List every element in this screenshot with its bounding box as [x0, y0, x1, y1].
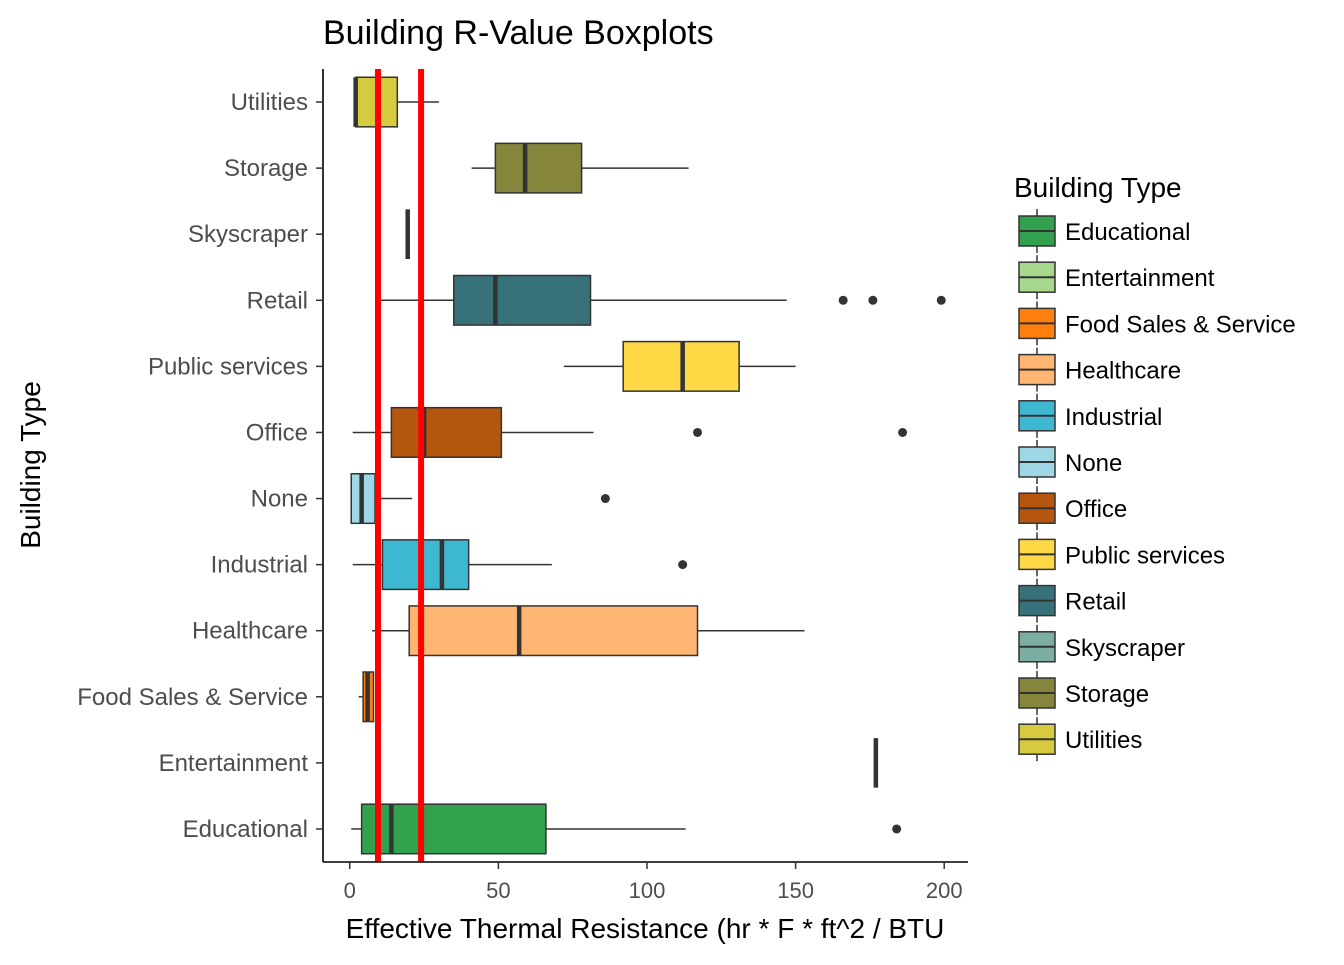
y-tick-label: Storage — [224, 155, 308, 182]
legend-item-storage: Storage — [1018, 671, 1149, 715]
legend-label: Skyscraper — [1065, 635, 1185, 662]
legend-label: Entertainment — [1065, 265, 1215, 292]
x-tick-label: 100 — [629, 878, 666, 903]
box-office — [352, 406, 908, 458]
legend-label: Food Sales & Service — [1065, 311, 1296, 338]
iqr-box — [390, 406, 503, 458]
y-tick-label: Public services — [148, 353, 308, 380]
x-tick-label: 150 — [777, 878, 814, 903]
x-axis-title: Effective Thermal Resistance (hr * F * f… — [346, 913, 945, 944]
y-tick-label: Healthcare — [192, 618, 308, 645]
outlier-point — [600, 494, 610, 504]
legend-item-educational: Educational — [1018, 209, 1190, 253]
y-tick-label: Educational — [183, 816, 308, 843]
iqr-box — [494, 142, 583, 194]
x-tick-label: 200 — [926, 878, 963, 903]
y-tick-label: Utilities — [231, 89, 308, 116]
box-none — [350, 473, 610, 525]
box-food-sales-service — [358, 671, 375, 723]
y-ticks-layer: Educational Entertainment Food Sales & Ser… — [77, 89, 323, 843]
outlier-point — [868, 295, 878, 305]
outlier-point — [892, 824, 902, 834]
boxes-layer — [350, 76, 946, 855]
legend-item-healthcare: Healthcare — [1018, 347, 1181, 392]
y-axis-title: Building Type — [15, 381, 46, 549]
legend-item-none: None — [1018, 440, 1122, 484]
legend: Building Type Educational Entertainment Fo… — [1014, 172, 1296, 762]
legend-item-utilities: Utilities — [1018, 717, 1142, 762]
legend-item-skyscraper: Skyscraper — [1018, 624, 1185, 669]
axes-layer — [322, 69, 968, 863]
legend-item-office: Office — [1018, 486, 1127, 531]
legend-item-industrial: Industrial — [1018, 393, 1162, 438]
box-industrial — [352, 539, 688, 591]
legend-label: Healthcare — [1065, 358, 1181, 385]
legend-label: Educational — [1065, 219, 1190, 246]
legend-label: Public services — [1065, 542, 1225, 569]
outlier-point — [678, 560, 688, 570]
legend-label: None — [1065, 450, 1122, 477]
legend-item-public-services: Public services — [1018, 532, 1225, 577]
box-storage — [471, 142, 689, 194]
outlier-point — [838, 295, 848, 305]
box-retail — [379, 274, 946, 326]
outlier-point — [693, 427, 703, 437]
legend-label: Industrial — [1065, 404, 1162, 431]
legend-item-food-sales-service: Food Sales & Service — [1018, 301, 1296, 346]
legend-label: Utilities — [1065, 727, 1142, 754]
y-tick-label: Office — [246, 419, 308, 446]
box-educational — [351, 803, 902, 855]
chart-title: Building R-Value Boxplots — [323, 14, 714, 52]
legend-label: Retail — [1065, 589, 1126, 616]
x-tick-label: 50 — [486, 878, 510, 903]
y-tick-label: Industrial — [211, 552, 308, 579]
y-tick-label: Skyscraper — [188, 221, 308, 248]
box-healthcare — [372, 605, 805, 657]
legend-label: Storage — [1065, 681, 1149, 708]
x-ticks-layer: 0 50 100 150 200 — [344, 862, 963, 903]
iqr-box — [408, 605, 699, 657]
y-tick-label: Retail — [247, 287, 308, 314]
outlier-point — [898, 427, 908, 437]
outlier-point — [936, 295, 946, 305]
y-tick-label: Food Sales & Service — [77, 684, 308, 711]
box-public-services — [563, 340, 796, 392]
iqr-box — [381, 539, 470, 591]
box-utilities — [353, 76, 439, 128]
iqr-box — [453, 274, 592, 326]
legend-item-entertainment: Entertainment — [1018, 255, 1215, 300]
legend-item-retail: Retail — [1018, 578, 1126, 623]
y-tick-label: Entertainment — [159, 750, 309, 777]
y-tick-label: None — [251, 486, 308, 513]
reference-lines-layer — [374, 69, 425, 862]
legend-title: Building Type — [1014, 172, 1182, 203]
legend-label: Office — [1065, 496, 1127, 523]
x-tick-label: 0 — [344, 878, 356, 903]
